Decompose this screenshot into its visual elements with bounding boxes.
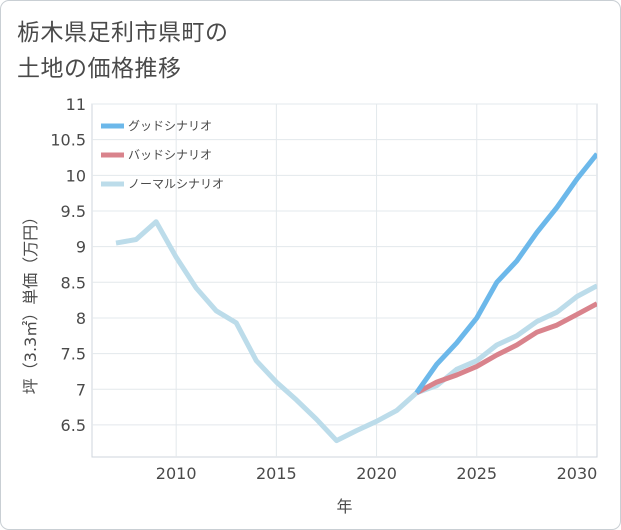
- y-tick-label: 6.5: [61, 416, 86, 435]
- x-tick-label: 2025: [456, 464, 497, 483]
- bad-scenario-line: [415, 301, 597, 396]
- y-tick-label: 9.5: [61, 202, 86, 221]
- x-tick-label: 2030: [557, 464, 598, 483]
- y-tick-label: 10.5: [50, 131, 86, 150]
- series-lines: [115, 152, 597, 444]
- good-scenario-line: [414, 152, 597, 395]
- legend-item-bad-label: バッドシナリオ: [128, 148, 212, 162]
- y-tick-label: 11: [66, 95, 86, 114]
- y-tick-label: 8.5: [61, 273, 86, 292]
- x-tick-label: 2010: [156, 464, 197, 483]
- grid-lines: [91, 103, 598, 458]
- legend-item-normal-label: ノーマルシナリオ: [128, 177, 224, 191]
- chart-title-line1: 栃木県足利市県町の: [17, 20, 229, 46]
- y-tick-label: 7.5: [61, 345, 86, 364]
- x-tick-label: 2015: [256, 464, 297, 483]
- tick-labels: 6.5 7 7.5 8 8.5 9 9.5 10 10.5 11 2010 2015 2020 2025 2…: [50, 95, 597, 483]
- y-tick-label: 8: [76, 309, 86, 328]
- chart-title-line2: 土地の価格推移: [17, 56, 182, 82]
- y-tick-label: 10: [66, 166, 86, 185]
- x-tick-label: 2020: [356, 464, 397, 483]
- normal-scenario-line: [115, 219, 597, 444]
- y-tick-label: 9: [76, 238, 86, 257]
- chart-title: 栃木県足利市県町の 土地の価格推移: [17, 15, 317, 87]
- y-tick-label: 7: [76, 380, 86, 399]
- x-axis-label: 年: [336, 497, 352, 516]
- y-axis-label: 坪（3.3㎡）単価（万円）: [21, 209, 40, 394]
- legend-item-good-label: グッドシナリオ: [128, 119, 212, 133]
